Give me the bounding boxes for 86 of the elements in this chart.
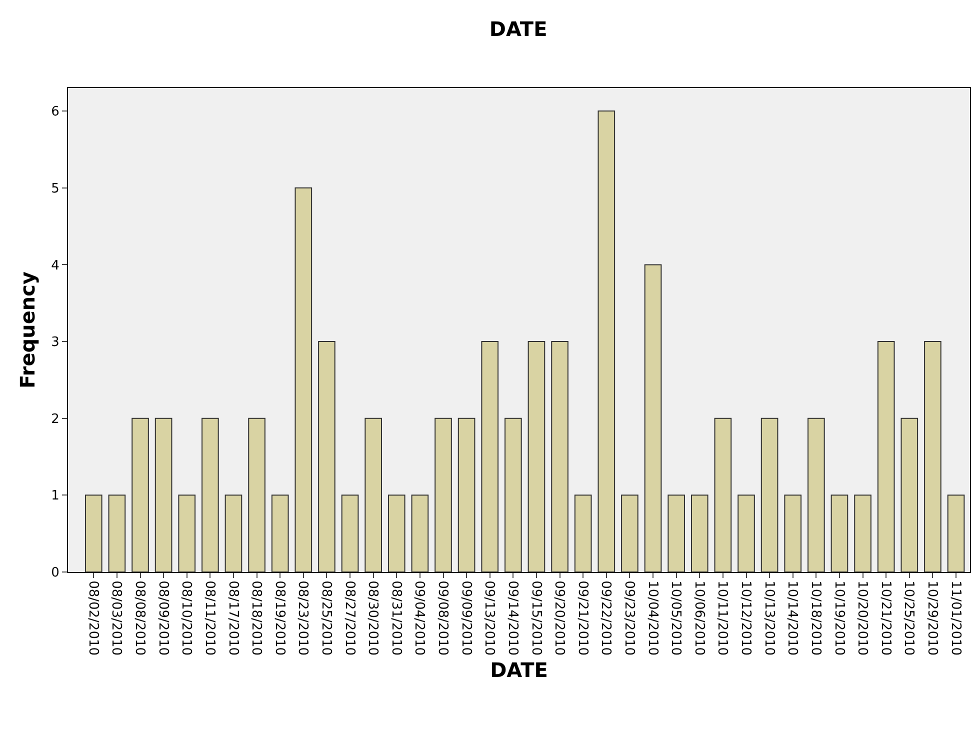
- y-tick-label: 5: [51, 181, 60, 196]
- bar: [528, 341, 546, 572]
- bar: [808, 418, 825, 572]
- bar: [738, 494, 755, 572]
- bar: [294, 187, 312, 572]
- x-tick-label: 10/13/2010: [761, 580, 776, 656]
- bar: [434, 418, 452, 572]
- bar: [154, 418, 172, 572]
- x-tick-label: 09/08/2010: [435, 580, 450, 656]
- bar: [598, 110, 616, 572]
- x-tick-label: 10/20/2010: [854, 580, 870, 656]
- bar: [318, 341, 336, 572]
- y-tick-label: 6: [51, 104, 60, 120]
- y-tick-label: 2: [51, 412, 60, 427]
- x-tick-label: 08/11/2010: [202, 580, 217, 656]
- bar: [132, 418, 149, 572]
- x-tick-label: 10/14/2010: [784, 580, 800, 656]
- x-tick-label: 08/10/2010: [178, 580, 194, 656]
- x-tick-label: 08/27/2010: [342, 580, 357, 656]
- x-tick-label: 08/23/2010: [295, 580, 310, 656]
- x-tick-label: 10/04/2010: [644, 580, 660, 656]
- bar: [621, 494, 638, 572]
- x-tick-label: 09/04/2010: [412, 580, 427, 656]
- bar: [760, 418, 778, 572]
- bar: [84, 494, 102, 572]
- x-tick-label: 10/25/2010: [901, 580, 916, 656]
- bar: [830, 494, 848, 572]
- x-tick-label: 09/21/2010: [574, 580, 590, 656]
- x-tick-label: 08/19/2010: [272, 580, 287, 656]
- y-tick-label: 3: [51, 335, 60, 350]
- x-tick-label: 10/06/2010: [691, 580, 706, 656]
- bar: [411, 494, 429, 572]
- x-tick-label: 10/05/2010: [668, 580, 684, 656]
- x-tick-label: 09/22/2010: [598, 580, 614, 656]
- x-tick-label: 08/03/2010: [108, 580, 124, 656]
- bar: [248, 418, 266, 572]
- x-tick-label: 08/31/2010: [388, 580, 404, 656]
- bar: [271, 494, 289, 572]
- bar: [784, 494, 802, 572]
- bar: [854, 494, 872, 572]
- bar: [644, 264, 662, 572]
- bar: [924, 341, 942, 572]
- chart-title: DATE: [489, 17, 548, 42]
- x-tick-label: 09/20/2010: [552, 580, 567, 656]
- x-tick-label: 08/18/2010: [248, 580, 264, 656]
- bar: [690, 494, 708, 572]
- bar: [947, 494, 965, 572]
- x-tick-label: 11/01/2010: [948, 580, 963, 656]
- x-tick-label: 10/12/2010: [738, 580, 754, 656]
- x-tick-label: 08/08/2010: [132, 580, 148, 656]
- bar: [481, 341, 499, 572]
- y-tick-label: 4: [51, 258, 60, 274]
- bar: [388, 494, 406, 572]
- x-tick-label: 08/09/2010: [155, 580, 170, 656]
- bar: [364, 418, 382, 572]
- bar: [224, 494, 242, 572]
- x-tick-label: 09/14/2010: [504, 580, 520, 656]
- bar: [504, 418, 522, 572]
- x-tick-label: 08/02/2010: [85, 580, 100, 656]
- x-tick-label: 09/13/2010: [482, 580, 497, 656]
- bar: [714, 418, 732, 572]
- x-tick-label: 10/21/2010: [878, 580, 893, 656]
- bar: [458, 418, 476, 572]
- bar: [668, 494, 685, 572]
- bar: [900, 418, 918, 572]
- x-tick-label: 08/25/2010: [318, 580, 334, 656]
- x-tick-label: 09/23/2010: [621, 580, 636, 656]
- y-axis-title: Frequency: [16, 271, 40, 389]
- x-tick-label: 10/18/2010: [808, 580, 823, 656]
- bar: [202, 418, 219, 572]
- x-tick-label: 10/19/2010: [831, 580, 846, 656]
- bar: [178, 494, 196, 572]
- x-tick-label: 10/11/2010: [714, 580, 730, 656]
- bar: [877, 341, 895, 572]
- x-tick-label: 08/17/2010: [225, 580, 240, 656]
- y-tick-label: 1: [51, 488, 60, 504]
- x-tick-label: 08/30/2010: [365, 580, 380, 656]
- bar: [551, 341, 568, 572]
- x-tick-label: 09/09/2010: [458, 580, 474, 656]
- bar: [574, 494, 592, 572]
- x-tick-label: 09/15/2010: [528, 580, 544, 656]
- bar: [341, 494, 359, 572]
- y-tick-label: 0: [51, 566, 60, 581]
- x-axis-title: DATE: [490, 658, 548, 682]
- x-tick-label: 10/29/2010: [924, 580, 940, 656]
- bar: [108, 494, 126, 572]
